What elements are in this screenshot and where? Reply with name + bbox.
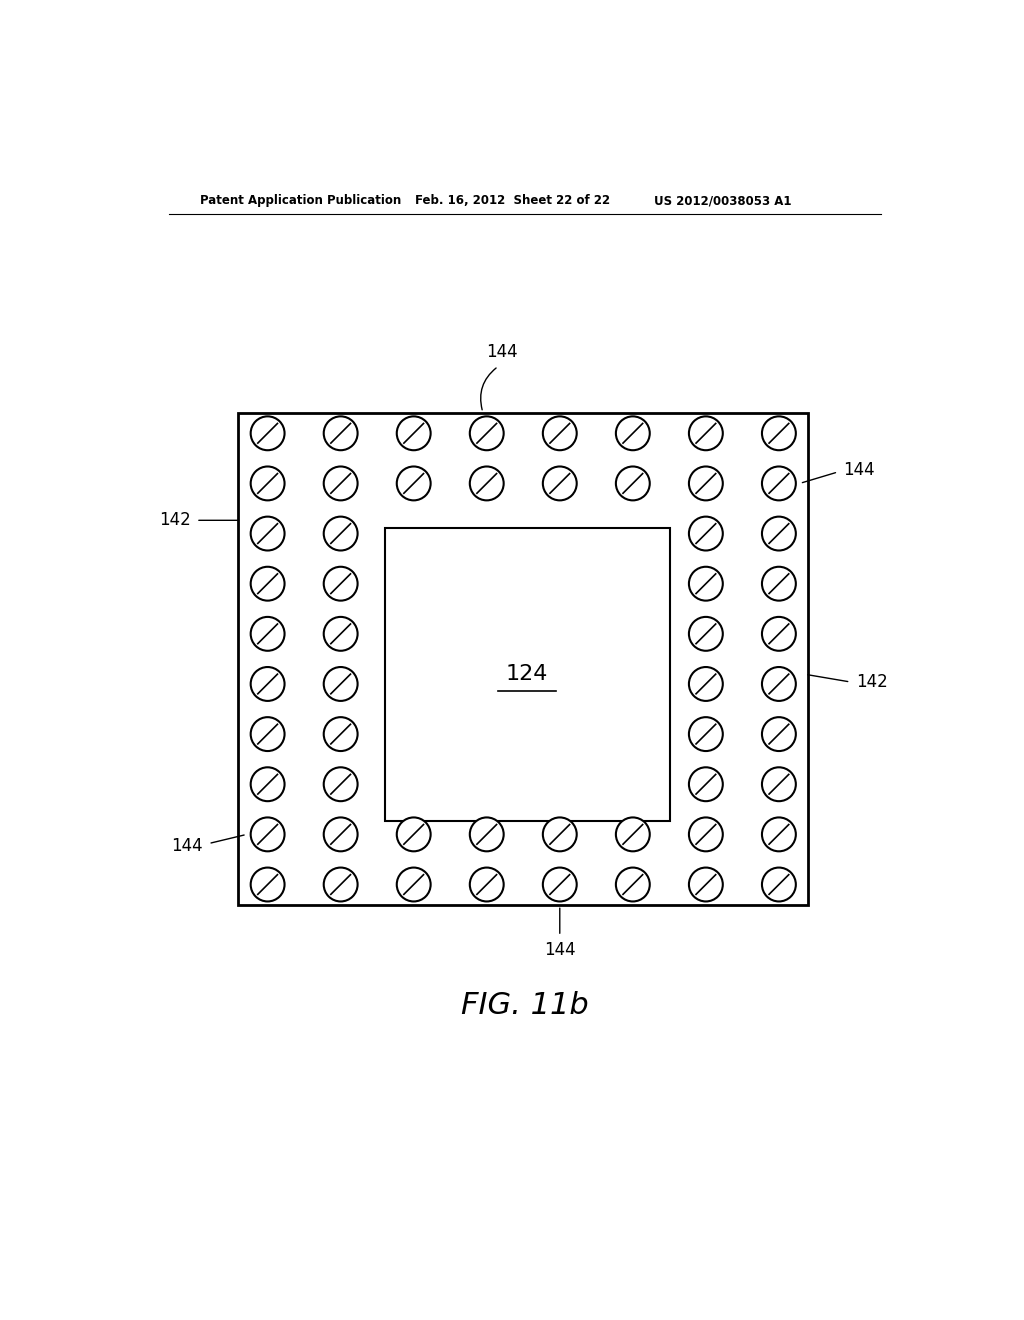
Circle shape xyxy=(251,416,285,450)
Circle shape xyxy=(615,817,650,851)
Circle shape xyxy=(396,466,431,500)
Text: 144: 144 xyxy=(844,461,876,479)
Text: 144: 144 xyxy=(486,343,518,360)
Circle shape xyxy=(762,817,796,851)
Text: FIG. 11b: FIG. 11b xyxy=(461,991,589,1020)
Circle shape xyxy=(324,767,357,801)
Circle shape xyxy=(324,516,357,550)
Circle shape xyxy=(396,817,431,851)
Circle shape xyxy=(689,717,723,751)
Circle shape xyxy=(470,867,504,902)
Circle shape xyxy=(251,566,285,601)
Circle shape xyxy=(324,566,357,601)
Circle shape xyxy=(324,667,357,701)
Circle shape xyxy=(324,416,357,450)
Circle shape xyxy=(251,516,285,550)
Circle shape xyxy=(543,867,577,902)
Circle shape xyxy=(689,466,723,500)
Circle shape xyxy=(543,416,577,450)
Circle shape xyxy=(762,867,796,902)
Circle shape xyxy=(762,466,796,500)
Circle shape xyxy=(762,616,796,651)
Circle shape xyxy=(689,416,723,450)
Circle shape xyxy=(251,667,285,701)
Circle shape xyxy=(689,667,723,701)
Circle shape xyxy=(324,466,357,500)
Circle shape xyxy=(396,416,431,450)
Circle shape xyxy=(470,817,504,851)
Circle shape xyxy=(689,566,723,601)
Bar xyxy=(239,413,808,906)
Circle shape xyxy=(689,867,723,902)
Bar xyxy=(385,528,670,821)
Circle shape xyxy=(251,767,285,801)
Circle shape xyxy=(615,867,650,902)
Circle shape xyxy=(324,616,357,651)
Text: 144: 144 xyxy=(171,837,203,855)
Circle shape xyxy=(396,867,431,902)
Circle shape xyxy=(762,667,796,701)
Circle shape xyxy=(615,466,650,500)
Circle shape xyxy=(251,616,285,651)
Circle shape xyxy=(689,817,723,851)
Circle shape xyxy=(689,616,723,651)
Circle shape xyxy=(543,466,577,500)
Circle shape xyxy=(543,817,577,851)
Text: 124: 124 xyxy=(506,664,548,684)
Text: 142: 142 xyxy=(856,673,888,690)
Circle shape xyxy=(762,717,796,751)
Circle shape xyxy=(324,867,357,902)
Circle shape xyxy=(251,466,285,500)
Circle shape xyxy=(470,466,504,500)
Text: 144: 144 xyxy=(544,941,575,960)
Circle shape xyxy=(251,717,285,751)
Text: Feb. 16, 2012  Sheet 22 of 22: Feb. 16, 2012 Sheet 22 of 22 xyxy=(416,194,610,207)
Circle shape xyxy=(762,416,796,450)
Circle shape xyxy=(762,516,796,550)
Circle shape xyxy=(324,817,357,851)
Circle shape xyxy=(470,416,504,450)
Circle shape xyxy=(615,416,650,450)
Circle shape xyxy=(689,767,723,801)
Text: US 2012/0038053 A1: US 2012/0038053 A1 xyxy=(654,194,792,207)
Circle shape xyxy=(251,817,285,851)
Text: 142: 142 xyxy=(159,511,190,529)
Circle shape xyxy=(324,717,357,751)
Circle shape xyxy=(689,516,723,550)
Circle shape xyxy=(762,767,796,801)
Circle shape xyxy=(251,867,285,902)
Text: Patent Application Publication: Patent Application Publication xyxy=(200,194,401,207)
Circle shape xyxy=(762,566,796,601)
